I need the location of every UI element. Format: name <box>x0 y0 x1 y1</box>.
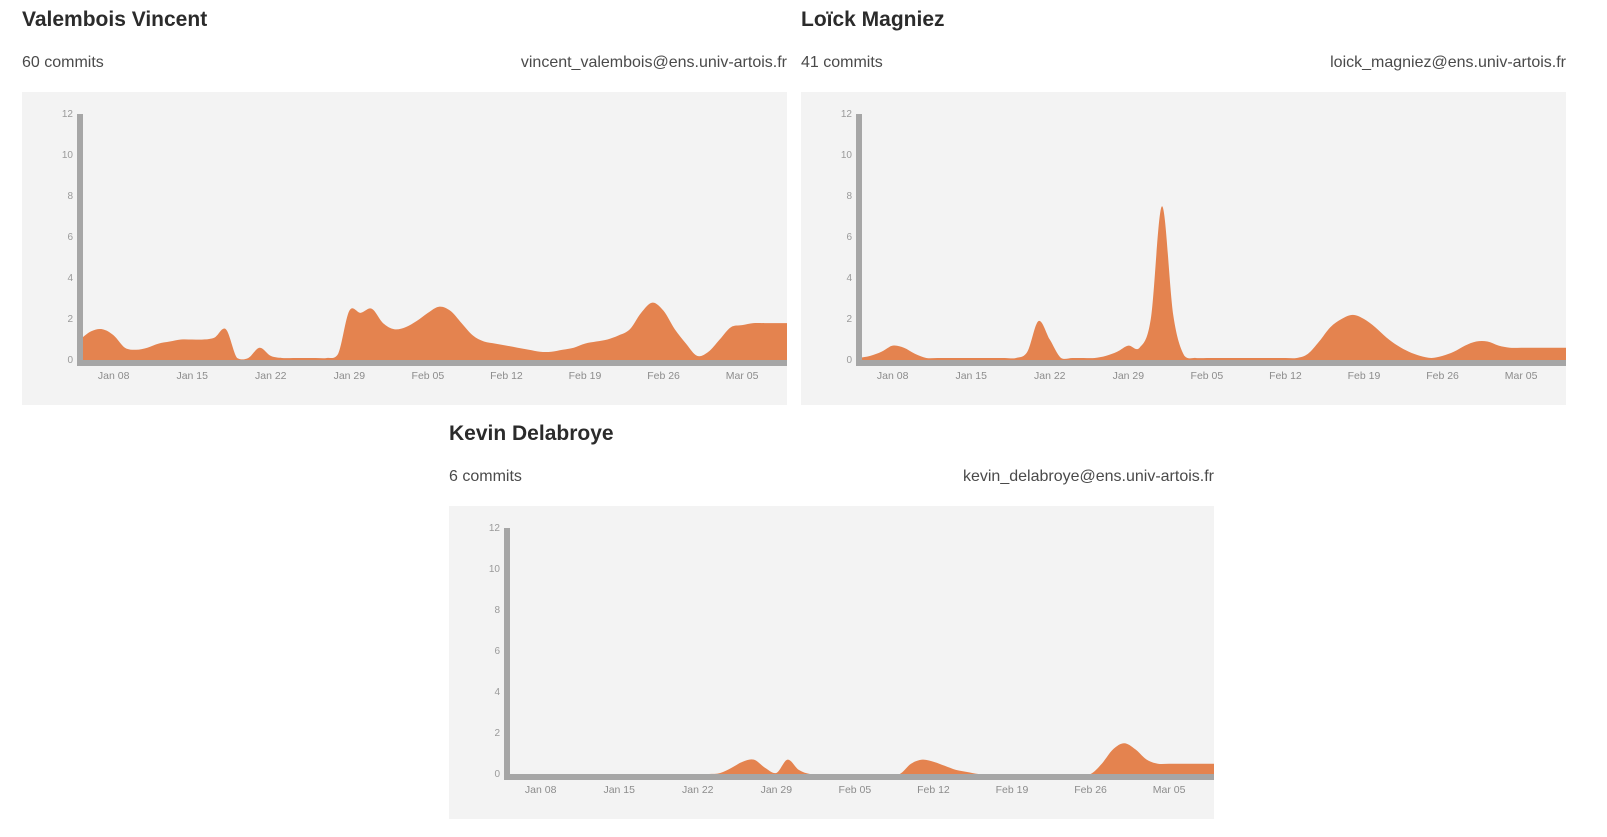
y-tick-label: 10 <box>62 150 74 161</box>
x-tick-label: Feb 19 <box>1348 370 1381 382</box>
x-tick-label: Jan 29 <box>1113 370 1145 382</box>
x-tick-label: Mar 05 <box>726 370 759 382</box>
x-tick-label: Jan 08 <box>877 370 909 382</box>
x-tick-label: Feb 12 <box>490 370 523 382</box>
y-tick-label: 8 <box>67 191 73 202</box>
x-tick-label: Feb 26 <box>1426 370 1459 382</box>
y-tick-label: 10 <box>489 564 501 575</box>
commit-count: 60 commits <box>22 54 104 71</box>
x-tick-label: Jan 22 <box>1034 370 1066 382</box>
y-axis-line <box>77 114 83 363</box>
contributor-name[interactable]: Loïck Magniez <box>801 8 945 31</box>
x-tick-label: Feb 05 <box>1191 370 1224 382</box>
x-axis-line <box>504 774 1214 780</box>
y-tick-label: 12 <box>841 109 853 120</box>
x-tick-label: Jan 08 <box>98 370 130 382</box>
contributor-name[interactable]: Kevin Delabroye <box>449 422 614 445</box>
y-tick-label: 4 <box>67 273 73 284</box>
y-tick-label: 2 <box>846 314 852 325</box>
series-area <box>507 743 1214 774</box>
y-tick-label: 0 <box>67 355 73 366</box>
x-tick-label: Feb 26 <box>1074 784 1107 796</box>
y-tick-label: 2 <box>494 728 500 739</box>
x-tick-label: Mar 05 <box>1505 370 1538 382</box>
contributor-email[interactable]: kevin_delabroye@ens.univ-artois.fr <box>962 468 1214 485</box>
y-tick-label: 4 <box>494 687 500 698</box>
x-tick-label: Feb 12 <box>1269 370 1302 382</box>
x-tick-label: Jan 29 <box>334 370 366 382</box>
commit-area-chart: 0 2 4 6 8 10 12 Jan 08 Jan 15 Jan 22 Jan 29 Feb 05 F… <box>801 92 1566 405</box>
contributor-email[interactable]: loick_magniez@ens.univ-artois.fr <box>1330 54 1566 71</box>
contributor-name[interactable]: Valembois Vincent <box>22 8 208 31</box>
y-tick-label: 12 <box>489 523 501 534</box>
y-tick-label: 6 <box>846 232 852 243</box>
y-tick-label: 10 <box>841 150 853 161</box>
y-tick-label: 2 <box>67 314 73 325</box>
y-axis-line <box>856 114 862 363</box>
chart-svg: 0 2 4 6 8 10 12 Jan 08 Jan 15 Jan 22 Jan 29 Feb 05 F… <box>62 109 787 382</box>
y-tick-label: 6 <box>67 232 73 243</box>
chart-svg: 0 2 4 6 8 10 12 Jan 08 Jan 15 Jan 22 Jan 29 Feb 05 F… <box>489 523 1214 796</box>
x-tick-label: Feb 19 <box>569 370 602 382</box>
commit-area-chart: 0 2 4 6 8 10 12 Jan 08 Jan 15 Jan 22 Jan 29 Feb 05 F… <box>449 506 1214 819</box>
y-tick-label: 0 <box>494 769 500 780</box>
commit-count: 6 commits <box>449 468 522 485</box>
y-axis-line <box>504 528 510 777</box>
x-tick-label: Jan 22 <box>255 370 287 382</box>
y-tick-label: 12 <box>62 109 74 120</box>
x-tick-label: Jan 15 <box>955 370 987 382</box>
y-tick-label: 0 <box>846 355 852 366</box>
x-axis-line <box>77 360 787 366</box>
x-tick-label: Feb 26 <box>647 370 680 382</box>
chart-svg: 0 2 4 6 8 10 12 Jan 08 Jan 15 Jan 22 Jan 29 Feb 05 F… <box>841 109 1566 382</box>
x-tick-label: Mar 05 <box>1153 784 1186 796</box>
y-tick-label: 4 <box>846 273 852 284</box>
x-tick-label: Jan 15 <box>176 370 208 382</box>
series-area <box>859 206 1566 360</box>
x-tick-label: Jan 29 <box>761 784 793 796</box>
x-axis-line <box>856 360 1566 366</box>
x-tick-label: Feb 12 <box>917 784 950 796</box>
commit-area-chart: 0 2 4 6 8 10 12 Jan 08 Jan 15 Jan 22 Jan 29 Feb 05 F… <box>22 92 787 405</box>
x-tick-label: Jan 08 <box>525 784 557 796</box>
contributor-email[interactable]: vincent_valembois@ens.univ-artois.fr <box>520 54 787 71</box>
y-tick-label: 8 <box>494 605 500 616</box>
series-area <box>80 302 787 360</box>
x-tick-label: Feb 05 <box>839 784 872 796</box>
y-tick-label: 6 <box>494 646 500 657</box>
x-tick-label: Feb 05 <box>412 370 445 382</box>
x-tick-label: Jan 15 <box>603 784 635 796</box>
x-tick-label: Feb 19 <box>996 784 1029 796</box>
commit-count: 41 commits <box>801 54 883 71</box>
y-tick-label: 8 <box>846 191 852 202</box>
x-tick-label: Jan 22 <box>682 784 714 796</box>
